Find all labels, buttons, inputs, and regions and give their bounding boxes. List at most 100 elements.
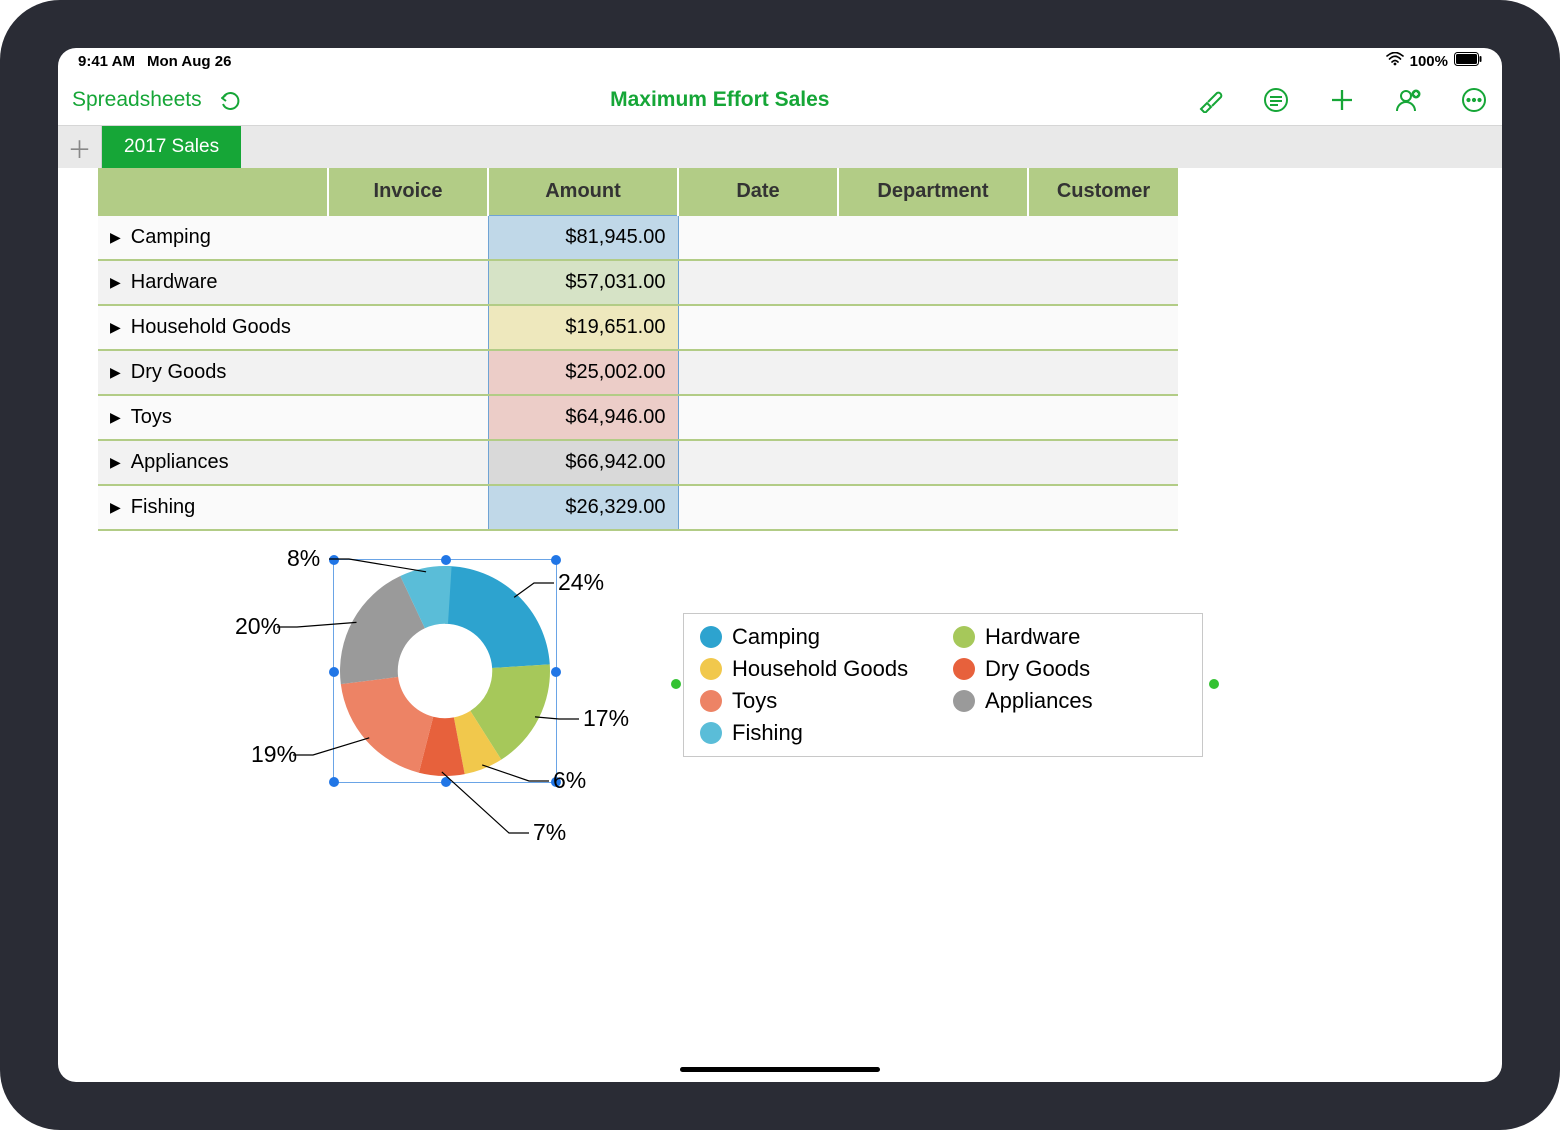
col-category[interactable] (98, 168, 328, 216)
legend-swatch (953, 658, 975, 680)
cell-department[interactable] (838, 216, 1028, 261)
cell-customer[interactable] (1028, 350, 1178, 395)
disclosure-icon[interactable]: ▶ (110, 454, 121, 471)
cell-date[interactable] (678, 216, 838, 261)
format-brush-icon[interactable] (1196, 86, 1224, 114)
col-customer[interactable]: Customer (1028, 168, 1178, 216)
cell-customer[interactable] (1028, 440, 1178, 485)
col-date[interactable]: Date (678, 168, 838, 216)
cell-department[interactable] (838, 395, 1028, 440)
cell-invoice[interactable] (328, 216, 488, 261)
legend-swatch (700, 658, 722, 680)
cell-amount[interactable]: $81,945.00 (488, 216, 678, 261)
legend-item[interactable]: Hardware (953, 624, 1186, 650)
col-department[interactable]: Department (838, 168, 1028, 216)
legend-item[interactable]: Fishing (700, 720, 933, 746)
disclosure-icon[interactable]: ▶ (110, 409, 121, 426)
legend-item[interactable]: Toys (700, 688, 933, 714)
more-icon[interactable] (1460, 86, 1488, 114)
category-label: Household Goods (131, 316, 291, 339)
cell-customer[interactable] (1028, 305, 1178, 350)
cell-date[interactable] (678, 440, 838, 485)
cell-customer[interactable] (1028, 260, 1178, 305)
screen: 9:41 AM Mon Aug 26 100% Spreadsheets (58, 48, 1502, 1082)
cell-amount[interactable]: $64,946.00 (488, 395, 678, 440)
pct-label: 20% (235, 613, 281, 640)
disclosure-icon[interactable]: ▶ (110, 499, 121, 516)
legend-swatch (700, 722, 722, 744)
cell-date[interactable] (678, 350, 838, 395)
pct-label: 24% (558, 569, 604, 596)
status-date: Mon Aug 26 (147, 53, 231, 70)
sheet-tab-active[interactable]: 2017 Sales (102, 126, 241, 168)
table-header-row: Invoice Amount Date Department Customer (98, 168, 1178, 216)
toolbar: Spreadsheets Maximum Effort Sales (58, 74, 1502, 126)
table-row[interactable]: ▶Camping$81,945.00 (98, 216, 1178, 261)
home-indicator[interactable] (680, 1067, 880, 1072)
undo-button[interactable] (216, 86, 244, 114)
cell-date[interactable] (678, 395, 838, 440)
table-row[interactable]: ▶ Hardware $57,031.00 (98, 260, 1178, 305)
cell-amount[interactable]: $25,002.00 (488, 350, 678, 395)
pct-label: 7% (533, 819, 566, 846)
document-title[interactable]: Maximum Effort Sales (256, 88, 1184, 112)
disclosure-icon[interactable]: ▶ (110, 319, 121, 336)
table-row[interactable]: ▶Toys$64,946.00 (98, 395, 1178, 440)
back-button[interactable]: Spreadsheets (72, 88, 202, 112)
pct-label: 17% (583, 705, 629, 732)
cell-amount[interactable]: $26,329.00 (488, 485, 678, 530)
cell-amount[interactable]: $57,031.00 (488, 260, 678, 305)
cell-invoice[interactable] (328, 305, 488, 350)
cell-invoice[interactable] (328, 440, 488, 485)
legend-label: Hardware (985, 624, 1080, 650)
battery-text: 100% (1410, 53, 1448, 70)
cell-customer[interactable] (1028, 216, 1178, 261)
category-label: Hardware (131, 271, 218, 294)
cell-date[interactable] (678, 260, 838, 305)
pct-label: 19% (251, 741, 297, 768)
legend-handle-left[interactable] (671, 679, 681, 689)
comment-icon[interactable] (1262, 86, 1290, 114)
table-row[interactable]: ▶Dry Goods$25,002.00 (98, 350, 1178, 395)
legend-item[interactable]: Dry Goods (953, 656, 1186, 682)
legend-item[interactable]: Appliances (953, 688, 1186, 714)
add-sheet-button[interactable]: ＋ (58, 126, 102, 168)
legend-swatch (700, 690, 722, 712)
collaborate-icon[interactable] (1394, 86, 1422, 114)
chart-area[interactable]: 24%17%6%7%19%20%8% CampingHardwareHouseh… (213, 551, 1502, 871)
chart-legend[interactable]: Camping Hardware Household Goods Dry Goods T… (683, 613, 1203, 757)
table-row[interactable]: ▶ Fishing $26,329.00 (98, 485, 1178, 530)
legend-label: Dry Goods (985, 656, 1090, 682)
cell-invoice[interactable] (328, 395, 488, 440)
cell-customer[interactable] (1028, 485, 1178, 530)
add-icon[interactable] (1328, 86, 1356, 114)
cell-invoice[interactable] (328, 485, 488, 530)
cell-amount[interactable]: $66,942.00 (488, 440, 678, 485)
cell-invoice[interactable] (328, 260, 488, 305)
legend-item[interactable]: Camping (700, 624, 933, 650)
cell-department[interactable] (838, 350, 1028, 395)
table-row[interactable]: ▶ Appliances $66,942.00 (98, 440, 1178, 485)
cell-customer[interactable] (1028, 395, 1178, 440)
disclosure-icon[interactable]: ▶ (110, 229, 121, 246)
cell-amount[interactable]: $19,651.00 (488, 305, 678, 350)
cell-department[interactable] (838, 440, 1028, 485)
cell-department[interactable] (838, 260, 1028, 305)
status-time: 9:41 AM (78, 53, 135, 70)
cell-date[interactable] (678, 485, 838, 530)
disclosure-icon[interactable]: ▶ (110, 364, 121, 381)
cell-department[interactable] (838, 305, 1028, 350)
disclosure-icon[interactable]: ▶ (110, 274, 121, 291)
legend-item[interactable]: Household Goods (700, 656, 933, 682)
category-label: Appliances (131, 451, 229, 474)
table-row[interactable]: ▶ Household Goods $19,651.00 (98, 305, 1178, 350)
legend-handle-right[interactable] (1209, 679, 1219, 689)
cell-department[interactable] (838, 485, 1028, 530)
pct-label: 8% (287, 545, 320, 572)
cell-invoice[interactable] (328, 350, 488, 395)
col-amount[interactable]: Amount (488, 168, 678, 216)
category-label: Fishing (131, 496, 195, 519)
cell-date[interactable] (678, 305, 838, 350)
wifi-icon (1386, 52, 1404, 70)
col-invoice[interactable]: Invoice (328, 168, 488, 216)
